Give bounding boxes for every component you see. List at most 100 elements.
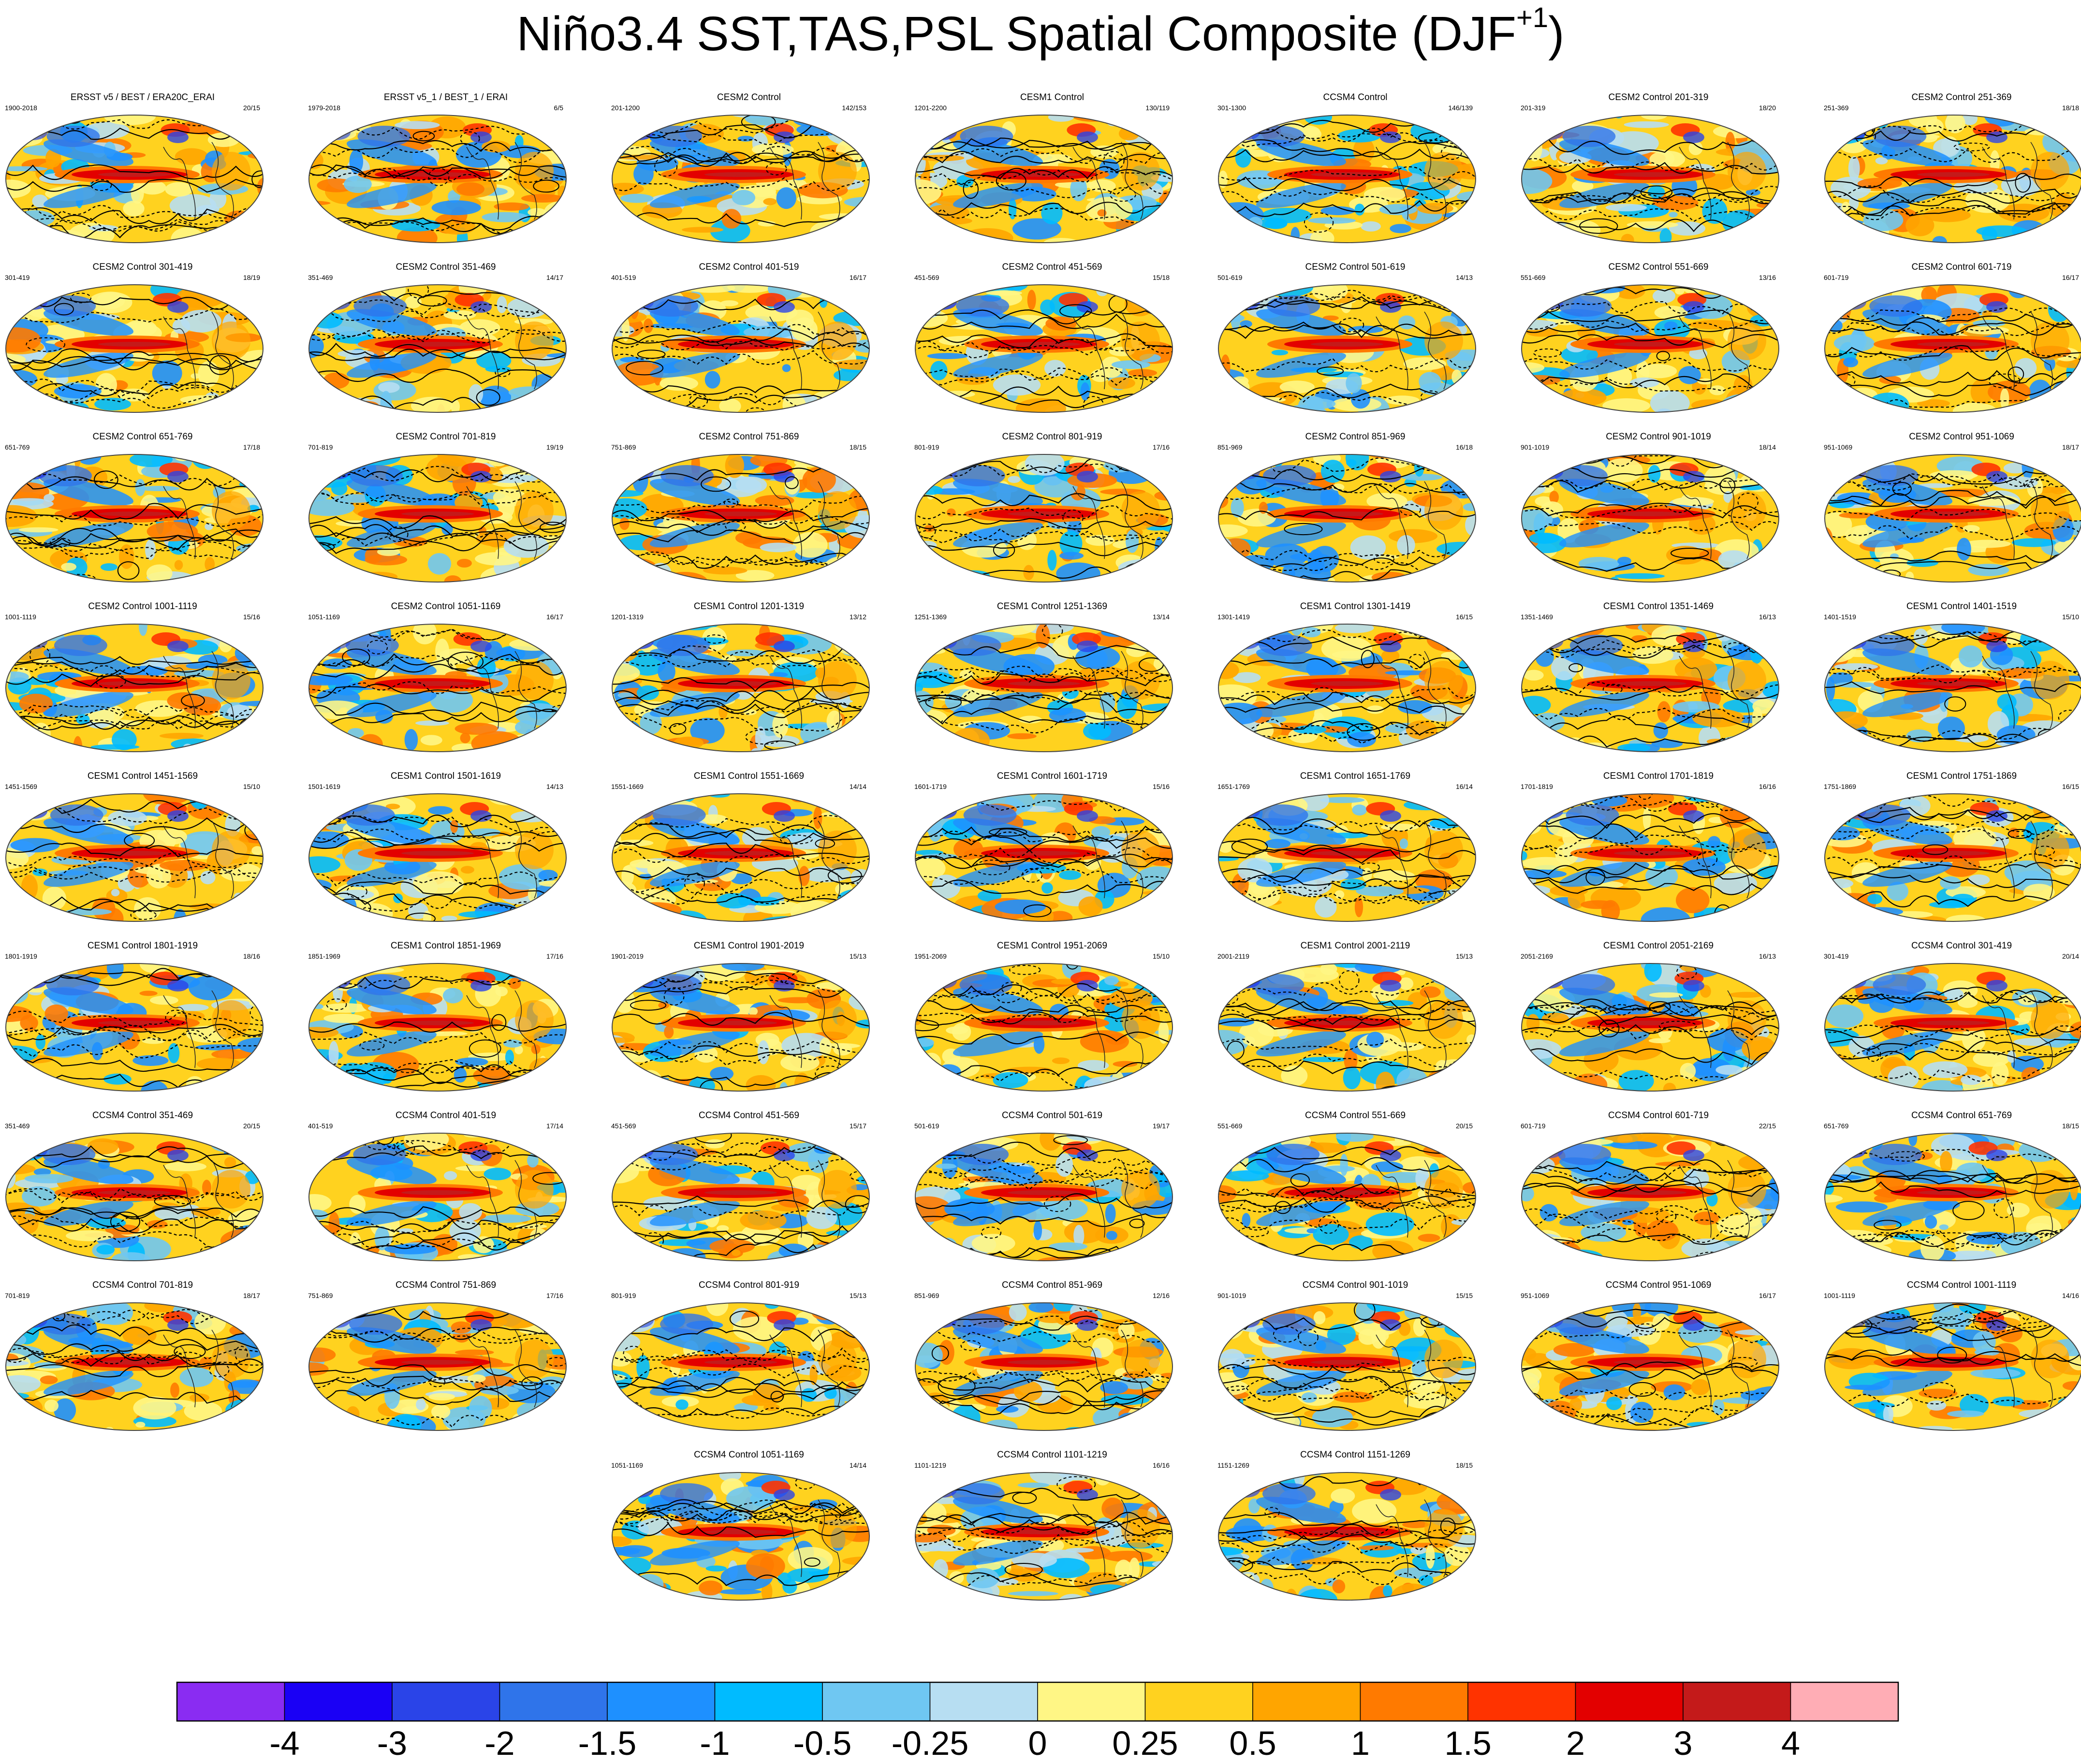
panel-years: 1301-1419 xyxy=(1217,613,1250,621)
panel-map xyxy=(1218,963,1476,1092)
map-panel: CESM1 Control 1251-1369 1251-1369 13/14 xyxy=(909,601,1195,756)
panel-years: 1451-1569 xyxy=(5,783,37,790)
map-panel: CESM1 Control 1201-2200 130/119 xyxy=(909,92,1195,247)
panel-years: 2001-2119 xyxy=(1217,952,1249,960)
panel-event-count: 15/16 xyxy=(243,613,260,621)
map-panel: CESM2 Control 1051-1169 1051-1169 16/17 xyxy=(303,601,588,756)
panel-map xyxy=(1218,454,1476,583)
panel-event-count: 18/19 xyxy=(243,274,260,281)
panel-map xyxy=(915,963,1173,1092)
panel-map xyxy=(1218,624,1476,752)
panel-map xyxy=(5,963,264,1092)
panel-map xyxy=(308,1302,567,1431)
panel-map xyxy=(1218,793,1476,922)
panel-map xyxy=(915,1302,1173,1431)
panel-title: CCSM4 Control 451-569 xyxy=(698,1110,800,1121)
panel-event-count: 18/18 xyxy=(2062,104,2079,112)
panel-map xyxy=(915,284,1173,413)
map-panel: CCSM4 Control 1151-1269 1151-1269 18/15 xyxy=(1213,1449,1498,1604)
panel-map xyxy=(1521,115,1779,243)
map-panel: CCSM4 Control 901-1019 901-1019 15/15 xyxy=(1213,1280,1498,1434)
panel-event-count: 22/15 xyxy=(1759,1122,1776,1130)
panel-event-count: 15/16 xyxy=(1152,783,1170,790)
panel-map xyxy=(308,454,567,583)
map-panel: CESM2 Control 1001-1119 1001-1119 15/16 xyxy=(0,601,285,756)
panel-years: 1001-1119 xyxy=(1824,1292,1855,1299)
panel-map xyxy=(5,1133,264,1261)
panel-years: 1201-1319 xyxy=(611,613,644,621)
panel-years: 1951-2069 xyxy=(914,952,947,960)
panel-event-count: 13/12 xyxy=(849,613,866,621)
panel-years: 1201-2200 xyxy=(914,104,947,112)
map-panel: CESM1 Control 2001-2119 2001-2119 15/13 xyxy=(1213,940,1498,1095)
panel-map xyxy=(612,1133,870,1261)
panel-title: CESM2 Control 601-719 xyxy=(1911,262,2012,272)
panel-map xyxy=(1521,1133,1779,1261)
panel-years: 1051-1169 xyxy=(308,613,340,621)
panel-event-count: 15/10 xyxy=(243,783,260,790)
panel-title: ERSST v5_1 / BEST_1 / ERAI xyxy=(383,92,508,102)
map-panel: CESM1 Control 1501-1619 1501-1619 14/13 xyxy=(303,771,588,925)
panel-event-count: 16/13 xyxy=(1759,613,1776,621)
panel-event-count: 16/17 xyxy=(1759,1292,1776,1299)
colorbar: -4 -3 -2 -1.5 -1 -0.5 -0.25 0 0.25 0.5 1 1.5 2 3 4 xyxy=(176,1681,1899,1762)
panel-map xyxy=(1824,963,2081,1092)
map-panel: CESM2 Control 901-1019 901-1019 18/14 xyxy=(1516,431,1801,586)
panel-event-count: 15/13 xyxy=(1455,952,1473,960)
map-panel: CESM2 Control 351-469 351-469 14/17 xyxy=(303,262,588,416)
panel-years: 751-869 xyxy=(611,443,636,451)
panel-title: CCSM4 Control 351-469 xyxy=(92,1110,193,1121)
panel-title: CESM1 Control 2051-2169 xyxy=(1603,941,1714,951)
colorbar-tick-label: -0.5 xyxy=(793,1724,852,1762)
panel-years: 1979-2018 xyxy=(308,104,340,112)
panel-years: 201-1200 xyxy=(611,104,640,112)
panel-years: 301-419 xyxy=(1824,952,1849,960)
panel-event-count: 14/14 xyxy=(849,1461,866,1469)
panel-map xyxy=(1824,793,2081,922)
panel-years: 301-419 xyxy=(5,274,30,281)
colorbar-tick-label: -1 xyxy=(700,1724,730,1762)
panel-title: CESM1 Control 1701-1819 xyxy=(1603,771,1714,781)
panel-title: CCSM4 Control 1051-1169 xyxy=(694,1450,804,1460)
panel-title: CCSM4 Control 951-1069 xyxy=(1605,1280,1712,1290)
panel-title: CESM2 Control 501-619 xyxy=(1305,262,1406,272)
panel-map xyxy=(612,793,870,922)
panel-title: CESM1 Control 1551-1669 xyxy=(693,771,805,781)
panel-event-count: 12/16 xyxy=(1152,1292,1170,1299)
panel-title: CCSM4 Control xyxy=(1323,92,1388,102)
panel-map xyxy=(915,115,1173,243)
panel-title: CESM1 Control 1651-1769 xyxy=(1300,771,1411,781)
panel-title: CESM2 Control 651-769 xyxy=(92,432,193,442)
panel-map xyxy=(308,1133,567,1261)
panel-map xyxy=(1521,963,1779,1092)
panel-event-count: 20/15 xyxy=(1455,1122,1473,1130)
colorbar-swatch xyxy=(1144,1682,1253,1721)
panel-event-count: 16/17 xyxy=(2062,274,2079,281)
colorbar-tick-label: 2 xyxy=(1566,1724,1585,1762)
panel-event-count: 20/14 xyxy=(2062,952,2079,960)
panel-years: 1851-1969 xyxy=(308,952,340,960)
panel-years: 901-1019 xyxy=(1217,1292,1246,1299)
panel-title: CCSM4 Control 1151-1269 xyxy=(1300,1450,1410,1460)
panel-map xyxy=(612,963,870,1092)
panel-years: 801-919 xyxy=(611,1292,636,1299)
map-panel: CESM1 Control 1401-1519 1401-1519 15/10 xyxy=(1819,601,2081,756)
panel-map xyxy=(915,1472,1173,1601)
panel-title: CCSM4 Control 701-819 xyxy=(92,1280,193,1290)
panel-map xyxy=(1824,1133,2081,1261)
panel-title: CCSM4 Control 801-919 xyxy=(698,1280,800,1290)
panel-title: CCSM4 Control 301-419 xyxy=(1911,941,2012,951)
colorbar-swatch xyxy=(929,1682,1038,1721)
map-panel: CESM1 Control 1451-1569 1451-1569 15/10 xyxy=(0,771,285,925)
panel-event-count: 130/119 xyxy=(1145,104,1170,112)
panel-title: CESM2 Control 1001-1119 xyxy=(88,601,197,612)
panel-years: 401-519 xyxy=(611,274,636,281)
panel-map xyxy=(1824,1302,2081,1431)
panel-title: CESM2 Control 901-1019 xyxy=(1606,432,1711,442)
map-panel: CCSM4 Control 1051-1169 1051-1169 14/14 xyxy=(606,1449,892,1604)
panel-title: CESM1 Control 1751-1869 xyxy=(1906,771,2017,781)
panel-years: 351-469 xyxy=(308,274,333,281)
panel-title: CESM2 Control 401-519 xyxy=(699,262,799,272)
panel-event-count: 17/18 xyxy=(243,443,260,451)
panel-title: CESM2 Control 301-419 xyxy=(92,262,193,272)
